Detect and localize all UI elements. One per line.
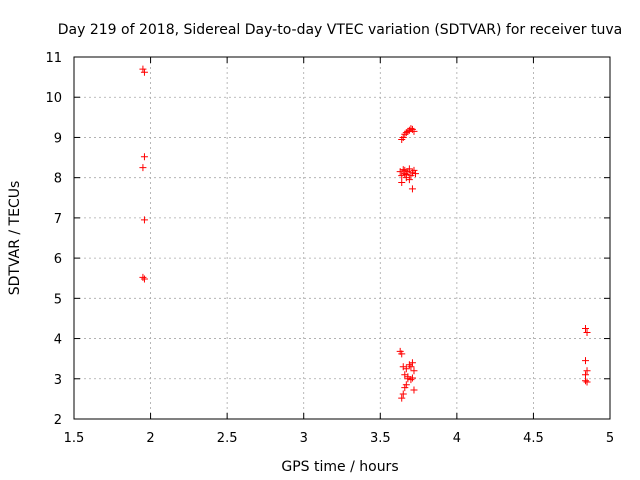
x-tick-label: 3.5 xyxy=(370,431,391,446)
x-tick-label: 4.5 xyxy=(523,431,544,446)
data-point xyxy=(583,378,591,386)
data-point xyxy=(581,325,589,332)
y-tick-label: 11 xyxy=(45,51,62,66)
data-point xyxy=(581,371,589,379)
data-point xyxy=(410,127,418,135)
data-point xyxy=(407,363,415,371)
data-point xyxy=(410,166,418,174)
y-tick-label: 4 xyxy=(54,333,62,348)
y-tick-label: 8 xyxy=(54,172,62,187)
data-point xyxy=(402,381,410,389)
data-point xyxy=(398,178,406,186)
data-point xyxy=(581,357,589,365)
data-point xyxy=(140,275,148,283)
data-point xyxy=(398,394,406,402)
y-tick-label: 6 xyxy=(54,252,62,267)
data-point xyxy=(404,373,412,381)
y-tick-labels: 2 3 4 5 6 7 8 9 10 11 xyxy=(45,51,62,428)
y-tick-label: 5 xyxy=(54,292,62,307)
data-points xyxy=(139,65,591,402)
data-point xyxy=(408,359,416,367)
y-tick-label: 3 xyxy=(54,373,62,388)
y-tick-label: 2 xyxy=(54,413,62,428)
data-point xyxy=(140,68,148,76)
data-point xyxy=(399,133,407,141)
y-axis-label: SDTVAR / TECUs xyxy=(7,181,23,296)
data-point xyxy=(139,273,147,281)
data-point xyxy=(412,170,420,178)
data-point xyxy=(405,165,413,173)
data-point xyxy=(140,216,148,224)
plot-frame xyxy=(73,56,611,420)
data-point xyxy=(410,367,418,375)
y-tick-label: 10 xyxy=(45,91,62,106)
data-point xyxy=(405,126,413,134)
x-axis-label: GPS time / hours xyxy=(281,459,398,475)
data-point xyxy=(402,365,410,373)
data-point xyxy=(410,386,418,394)
axis-ticks xyxy=(73,56,611,420)
data-point xyxy=(399,166,407,174)
data-point xyxy=(140,153,148,161)
data-point xyxy=(398,350,406,358)
data-point xyxy=(405,176,413,184)
chart-title: Day 219 of 2018, Sidereal Day-to-day VTE… xyxy=(58,22,622,38)
data-point xyxy=(583,367,591,375)
grid-lines xyxy=(74,57,610,419)
data-point xyxy=(139,164,147,172)
x-tick-label: 5 xyxy=(606,431,614,446)
data-point xyxy=(139,65,147,73)
x-tick-label: 2 xyxy=(146,431,154,446)
data-point xyxy=(408,374,416,382)
data-point xyxy=(402,170,410,178)
data-point xyxy=(581,377,589,385)
x-tick-labels: 1.5 2 2.5 3 3.5 4 4.5 5 xyxy=(64,431,614,446)
y-tick-label: 7 xyxy=(54,212,62,227)
x-tick-label: 2.5 xyxy=(217,431,238,446)
data-point xyxy=(401,166,409,174)
x-tick-label: 1.5 xyxy=(64,431,85,446)
x-tick-label: 4 xyxy=(453,431,461,446)
data-point xyxy=(408,185,416,193)
x-tick-label: 3 xyxy=(300,431,308,446)
data-point xyxy=(399,390,407,398)
data-point xyxy=(583,329,591,337)
y-tick-label: 9 xyxy=(54,131,62,146)
